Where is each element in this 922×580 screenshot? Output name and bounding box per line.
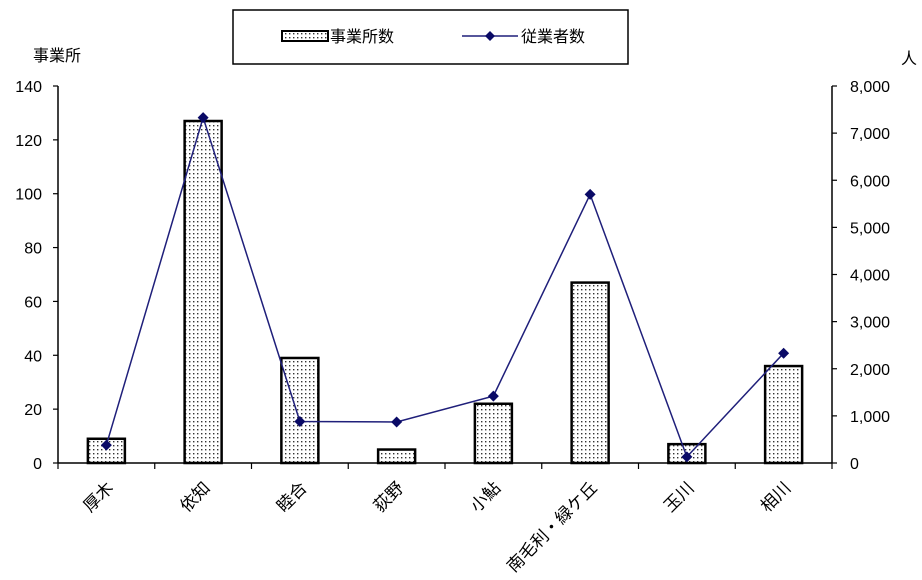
line-marker bbox=[584, 188, 596, 200]
right-tick-label: 7,000 bbox=[850, 126, 890, 143]
right-axis-ticks: 0 1,000 2,000 3,000 4,000 5,000 6,000 7,000 8,00… bbox=[832, 79, 890, 473]
bar bbox=[570, 281, 610, 465]
bar-series bbox=[86, 119, 804, 465]
left-tick-label: 60 bbox=[24, 294, 42, 311]
category-label: 睦合 bbox=[273, 478, 311, 516]
line-marker bbox=[391, 416, 403, 428]
left-tick-label: 0 bbox=[33, 456, 42, 473]
right-tick-label: 3,000 bbox=[850, 315, 890, 332]
category-label: 相川 bbox=[757, 478, 795, 516]
line-marker bbox=[294, 416, 306, 428]
category-label: 荻野 bbox=[370, 478, 408, 516]
bar bbox=[280, 356, 320, 465]
category-label: 小鮎 bbox=[467, 478, 505, 516]
line-path bbox=[105, 115, 785, 459]
left-tick-label: 120 bbox=[15, 133, 42, 150]
left-tick-label: 80 bbox=[24, 241, 42, 258]
bar bbox=[763, 364, 804, 465]
right-tick-label: 0 bbox=[850, 456, 859, 473]
legend-label-bar: 事業所数 bbox=[330, 27, 394, 46]
bar bbox=[473, 402, 514, 465]
line-marker bbox=[778, 347, 790, 359]
right-tick-label: 5,000 bbox=[850, 220, 890, 237]
left-axis-unit: 事業所 bbox=[33, 46, 81, 65]
right-tick-label: 1,000 bbox=[850, 409, 890, 426]
bar bbox=[183, 119, 223, 465]
left-tick-label: 40 bbox=[24, 348, 42, 365]
legend: 事業所数 従業者数 bbox=[232, 9, 629, 65]
right-tick-label: 6,000 bbox=[850, 173, 890, 190]
left-axis-ticks: 0 20 40 60 80 100 120 140 bbox=[15, 79, 58, 473]
bar bbox=[376, 448, 417, 465]
legend-label-line: 従業者数 bbox=[521, 27, 585, 46]
right-axis-unit: 人 bbox=[901, 49, 917, 68]
line-series bbox=[100, 112, 790, 463]
category-label: 厚木 bbox=[80, 478, 118, 516]
line-marker bbox=[487, 390, 499, 402]
line-marker bbox=[197, 112, 209, 124]
category-label: 依知 bbox=[176, 478, 214, 516]
x-axis-ticks bbox=[57, 463, 833, 469]
right-tick-label: 2,000 bbox=[850, 362, 890, 379]
category-label: 南毛利・緑ケ丘 bbox=[503, 478, 601, 576]
category-label: 玉川 bbox=[660, 478, 698, 516]
left-tick-label: 140 bbox=[15, 79, 42, 96]
line-marker bbox=[681, 451, 693, 463]
legend-marker-swatch bbox=[485, 31, 495, 41]
line-marker bbox=[100, 439, 112, 451]
left-tick-label: 100 bbox=[15, 187, 42, 204]
right-tick-label: 8,000 bbox=[850, 79, 890, 96]
left-tick-label: 20 bbox=[24, 402, 42, 419]
right-tick-label: 4,000 bbox=[850, 268, 890, 285]
legend-bar-swatch bbox=[281, 30, 329, 42]
